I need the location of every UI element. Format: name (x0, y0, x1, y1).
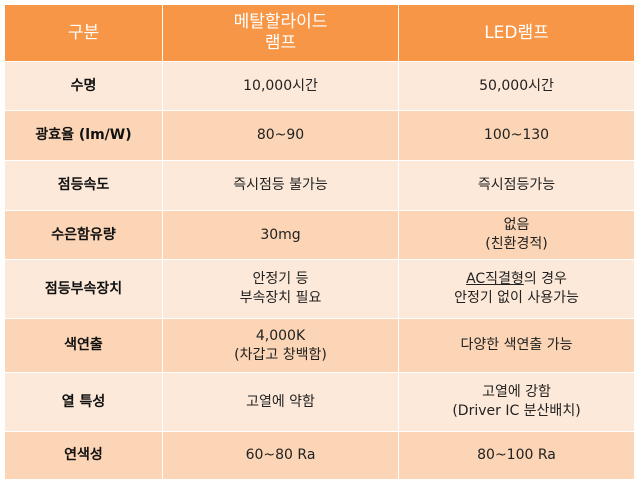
metal-halide-cell-line2: 부속장치 필요 (239, 290, 322, 306)
row-label: 수은함유량 (4, 210, 163, 260)
table-row-heat: 열 특성 고열에 약함 고열에 강함 (Driver IC 분산배치) (4, 372, 635, 432)
led-cell: 즉시점등가능 (398, 160, 635, 211)
metal-halide-cell: 80~90 (162, 110, 399, 161)
metal-halide-cell: 고열에 약함 (162, 372, 399, 432)
led-cell: 고열에 강함 (Driver IC 분산배치) (398, 372, 635, 432)
led-cell-line1-rest: 의 경우 (523, 271, 567, 287)
row-label: 점등속도 (4, 160, 163, 211)
led-cell: AC직결형의 경우 안정기 없이 사용가능 (398, 259, 635, 319)
metal-halide-cell: 4,000K (차갑고 창백함) (162, 318, 399, 373)
row-label: 수명 (4, 61, 163, 111)
table-row-lifespan: 수명 10,000시간 50,000시간 (4, 61, 635, 111)
metal-halide-cell: 안정기 등 부속장치 필요 (162, 259, 399, 319)
header-category: 구분 (4, 4, 163, 62)
table-row-color: 색연출 4,000K (차갑고 창백함) 다양한 색연출 가능 (4, 318, 635, 373)
table-row-efficiency: 광효율 (lm/W) 80~90 100~130 (4, 110, 635, 161)
table-row-cri: 연색성 60~80 Ra 80~100 Ra (4, 431, 635, 480)
header-metal-halide: 메탈할라이드 램프 (162, 4, 399, 62)
led-cell-line1: 없음 (503, 217, 530, 233)
led-cell: 없음 (친환경적) (398, 210, 635, 260)
led-cell: 80~100 Ra (398, 431, 635, 480)
row-label: 점등부속장치 (4, 259, 163, 319)
led-cell: 50,000시간 (398, 61, 635, 111)
header-metal-halide-line1: 메탈할라이드 (233, 12, 328, 32)
table-row-startup-speed: 점등속도 즉시점등 불가능 즉시점등가능 (4, 160, 635, 211)
row-label: 열 특성 (4, 372, 163, 432)
metal-halide-cell: 60~80 Ra (162, 431, 399, 480)
metal-halide-cell: 30mg (162, 210, 399, 260)
metal-halide-cell: 10,000시간 (162, 61, 399, 111)
row-label: 광효율 (lm/W) (4, 110, 163, 161)
metal-halide-cell-line2: (차갑고 창백함) (234, 346, 327, 363)
row-label: 연색성 (4, 431, 163, 480)
row-label: 색연출 (4, 318, 163, 373)
lamp-comparison-table: 구분 메탈할라이드 램프 LED램프 수명 10,000시간 50,000시간 … (4, 4, 635, 480)
header-row: 구분 메탈할라이드 램프 LED램프 (4, 4, 635, 62)
metal-halide-cell-line1: 안정기 등 (252, 271, 309, 287)
led-cell-line1: AC직결형의 경우 (403, 270, 630, 289)
metal-halide-cell-line1: 4,000K (255, 327, 306, 344)
header-led: LED램프 (398, 4, 635, 62)
table-row-accessory: 점등부속장치 안정기 등 부속장치 필요 AC직결형의 경우 안정기 없이 사용… (4, 259, 635, 319)
table-row-mercury: 수은함유량 30mg 없음 (친환경적) (4, 210, 635, 260)
led-cell: 100~130 (398, 110, 635, 161)
led-cell-line2: 안정기 없이 사용가능 (454, 290, 579, 306)
metal-halide-cell: 즉시점등 불가능 (162, 160, 399, 211)
header-metal-halide-line2: 램프 (264, 33, 297, 53)
led-cell-line2: (Driver IC 분산배치) (452, 403, 581, 419)
led-cell-line2: (친환경적) (485, 236, 548, 252)
led-cell: 다양한 색연출 가능 (398, 318, 635, 373)
comparison-table-container: 구분 메탈할라이드 램프 LED램프 수명 10,000시간 50,000시간 … (4, 4, 635, 480)
ac-direct-link-text: AC직결형 (466, 271, 524, 287)
led-cell-line1: 고열에 강함 (482, 384, 551, 400)
